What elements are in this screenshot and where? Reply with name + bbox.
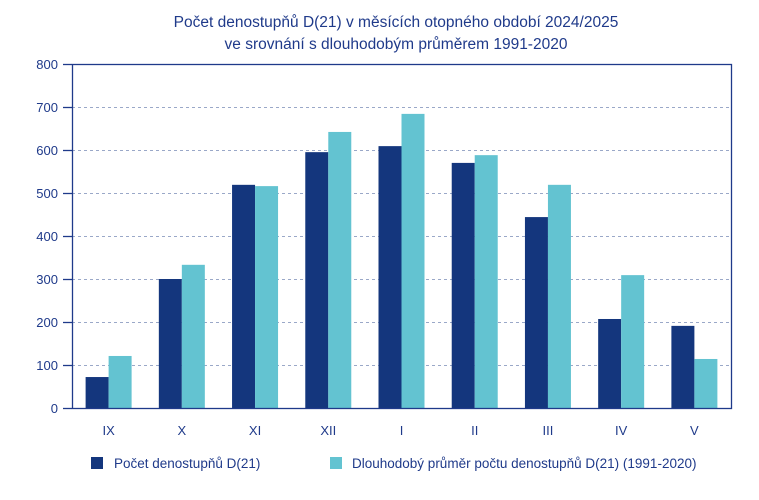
bar-longterm-average-X bbox=[181, 264, 205, 408]
plot-frame bbox=[71, 63, 733, 410]
legend-label-longterm-average: Dlouhodobý průměr počtu denostupňů D(21)… bbox=[352, 456, 696, 471]
x-tick-label: IX bbox=[102, 423, 115, 438]
legend-swatch-observed bbox=[91, 457, 103, 469]
y-tick-label: 700 bbox=[36, 100, 58, 115]
bar-observed-I bbox=[378, 146, 402, 408]
bar-longterm-average-IX bbox=[108, 355, 132, 408]
legend-swatch-longterm-average bbox=[330, 457, 342, 469]
y-tick-label: 300 bbox=[36, 272, 58, 287]
bars bbox=[85, 113, 718, 408]
y-tick-label: 0 bbox=[51, 401, 58, 416]
x-tick-label: II bbox=[471, 423, 478, 438]
chart-title-line-1: Počet denostupňů D(21) v měsících otopné… bbox=[174, 14, 619, 31]
x-tick-label: XI bbox=[249, 423, 261, 438]
y-tick-label: 600 bbox=[36, 143, 58, 158]
y-tick-label: 100 bbox=[36, 358, 58, 373]
bar-observed-XI bbox=[232, 184, 256, 408]
y-tick-label: 500 bbox=[36, 186, 58, 201]
bar-observed-IX bbox=[85, 377, 109, 408]
bar-observed-III bbox=[524, 217, 548, 408]
x-tick-label: IV bbox=[615, 423, 628, 438]
x-tick-label: XII bbox=[320, 423, 336, 438]
y-tick-labels: 0 100 200 300 400 500 600 700 800 bbox=[36, 57, 72, 416]
x-tick-label: I bbox=[400, 423, 404, 438]
bar-longterm-average-III bbox=[547, 184, 571, 408]
bar-observed-X bbox=[158, 279, 182, 408]
bar-longterm-average-I bbox=[401, 113, 425, 408]
bar-longterm-average-XII bbox=[328, 131, 352, 408]
x-tick-label: X bbox=[177, 423, 186, 438]
bar-observed-IV bbox=[598, 318, 622, 408]
y-tick-label: 400 bbox=[36, 229, 58, 244]
axes bbox=[71, 63, 733, 410]
bar-observed-V bbox=[671, 325, 695, 408]
bar-observed-XII bbox=[305, 152, 329, 408]
y-tick-label: 800 bbox=[36, 57, 58, 72]
bar-longterm-average-IV bbox=[621, 275, 645, 408]
bar-longterm-average-V bbox=[694, 358, 718, 408]
x-tick-label: V bbox=[690, 423, 699, 438]
x-tick-labels: IX X XI XII I II III IV V bbox=[102, 423, 699, 438]
x-tick-label: III bbox=[543, 423, 554, 438]
y-tick-label: 200 bbox=[36, 315, 58, 330]
legend-label-observed: Počet denostupňů D(21) bbox=[114, 456, 260, 471]
legend: Počet denostupňů D(21) Dlouhodobý průměr… bbox=[91, 456, 696, 471]
bar-longterm-average-II bbox=[474, 155, 498, 408]
chart-title-line-2: ve srovnání s dlouhodobým průměrem 1991-… bbox=[225, 36, 568, 53]
bar-longterm-average-XI bbox=[255, 186, 279, 408]
bar-observed-II bbox=[451, 162, 475, 408]
